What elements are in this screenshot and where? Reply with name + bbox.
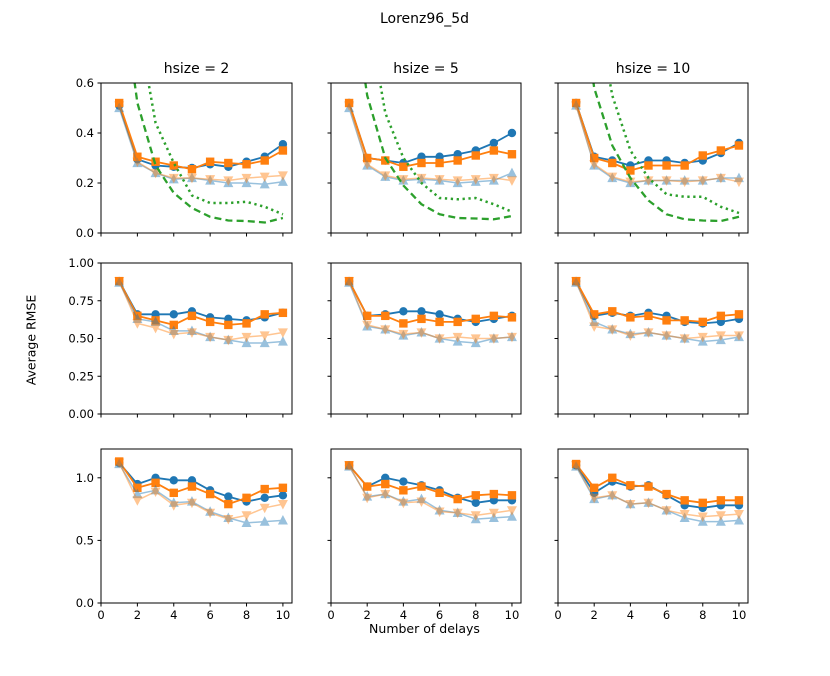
axes-spines <box>557 448 749 604</box>
series-orange-squares <box>571 98 744 175</box>
y-tick-label: 1.0 <box>76 471 94 485</box>
axes-spines <box>557 82 749 234</box>
y-tick-label: 0.0 <box>76 226 94 240</box>
subplot-row1-col3 <box>554 82 749 237</box>
series-light-orange-triangles-down <box>114 101 288 186</box>
subplot-row1-col1: 0.0 0.2 0.4 0.6 <box>76 76 293 240</box>
x-tick-label: 0 <box>554 608 561 622</box>
series-orange-squares <box>571 459 744 508</box>
y-tick-label: 0.25 <box>68 369 94 383</box>
subplot-col-title-hsize-10: hsize = 10 <box>615 61 691 77</box>
series-light-orange-triangles-down <box>571 461 744 523</box>
series-light-orange-triangles-down <box>344 101 517 186</box>
x-tick-label: 6 <box>436 608 443 622</box>
series-green-dotted <box>147 82 284 216</box>
axes-spines <box>330 82 522 234</box>
subplot-row3-col3: 0 2 4 6 8 10 <box>554 448 749 622</box>
series-light-orange-triangles-down <box>114 277 288 346</box>
series-light-blue-triangles-up <box>114 277 288 348</box>
y-tick-label: 0.4 <box>76 126 94 140</box>
y-tick-label: 0.00 <box>68 407 94 421</box>
series-orange-squares <box>114 457 288 509</box>
series-light-blue-triangles-up <box>344 102 517 188</box>
subplot-col-title-hsize-5: hsize = 5 <box>393 61 459 77</box>
series-orange-squares <box>571 276 744 327</box>
y-tick-label: 1.00 <box>68 256 94 270</box>
x-tick-label: 10 <box>732 608 747 622</box>
subplot-row3-col2: 0 2 4 6 8 10 <box>327 448 522 622</box>
series-light-blue-triangles-up <box>344 277 517 348</box>
series-light-orange-triangles-down <box>571 101 744 188</box>
subplot-col-title-hsize-2: hsize = 2 <box>163 61 230 77</box>
subplot-row2-col3 <box>554 262 749 418</box>
series-light-blue-triangles-up <box>114 458 288 527</box>
y-tick-label: 0.6 <box>76 76 94 90</box>
series-orange-squares <box>344 461 517 504</box>
series-light-blue-triangles-up <box>344 461 517 524</box>
x-tick-label: 4 <box>627 608 634 622</box>
y-tick-label: 0.50 <box>68 332 94 346</box>
series-green-dashed <box>592 82 740 223</box>
axes-spines <box>330 448 522 604</box>
series-green-dashed <box>364 82 513 221</box>
y-tick-label: 0.5 <box>76 533 94 547</box>
series-light-orange-triangles-down <box>114 458 288 525</box>
x-tick-label: 10 <box>505 608 520 622</box>
x-tick-label: 4 <box>170 608 177 622</box>
series-light-blue-triangles-up <box>571 277 744 346</box>
x-tick-label: 4 <box>400 608 407 622</box>
series-green-dashed <box>133 82 284 224</box>
series-light-blue-triangles-up <box>571 461 744 526</box>
subplot-row3-col1: 0 2 4 6 8 10 0.0 0.5 1.0 <box>76 448 293 622</box>
x-tick-label: 2 <box>591 608 598 622</box>
axes-spines <box>100 262 293 415</box>
series-light-orange-triangles-down <box>344 277 517 344</box>
x-tick-label: 6 <box>663 608 670 622</box>
series-green-dotted <box>378 82 513 213</box>
series-green-dotted <box>608 82 740 215</box>
series-light-orange-triangles-down <box>344 461 517 521</box>
y-tick-label: 0.0 <box>76 596 94 610</box>
subplot-row2-col1: 0.00 0.25 0.50 0.75 1.00 <box>68 256 293 421</box>
series-light-blue-triangles-up <box>114 102 288 189</box>
figure-title: Lorenz96_5d <box>379 11 469 27</box>
x-tick-label: 0 <box>327 608 334 622</box>
x-tick-label: 10 <box>276 608 291 622</box>
x-tick-label: 2 <box>364 608 371 622</box>
x-axis-label: Number of delays <box>369 621 480 636</box>
y-tick-label: 0.2 <box>76 176 94 190</box>
series-orange-squares <box>114 98 288 174</box>
x-tick-label: 8 <box>472 608 479 622</box>
x-tick-label: 6 <box>206 608 213 622</box>
subplot-row1-col2 <box>327 82 522 237</box>
axes-spines <box>100 448 293 604</box>
series-light-blue-triangles-up <box>571 100 744 188</box>
series-light-orange-triangles-down <box>571 277 744 344</box>
subplot-row2-col2 <box>327 262 522 418</box>
series-orange-squares <box>114 276 288 330</box>
x-tick-label: 2 <box>134 608 141 622</box>
y-tick-label: 0.75 <box>68 294 94 308</box>
x-tick-label: 8 <box>699 608 706 622</box>
x-tick-label: 8 <box>243 608 250 622</box>
x-tick-label: 0 <box>97 608 104 622</box>
series-orange-squares <box>344 276 517 328</box>
series-orange-squares <box>344 98 517 171</box>
axes-spines <box>100 82 293 234</box>
